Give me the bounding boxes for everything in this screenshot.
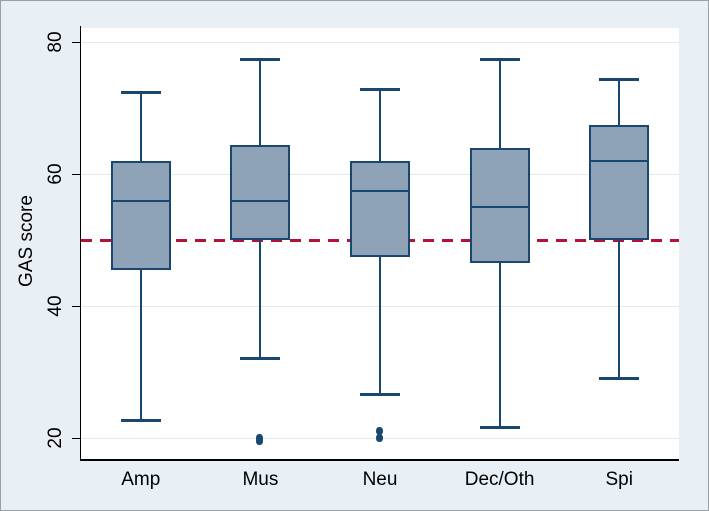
whisker-lower-cap <box>599 376 640 380</box>
median-line <box>350 189 410 192</box>
whisker-lower-cap <box>479 426 520 430</box>
y-tick-label: 60 <box>45 163 66 185</box>
y-axis-title: GAS score <box>16 194 37 287</box>
whisker-upper-line <box>379 88 381 162</box>
y-tick-mark <box>72 437 80 439</box>
whisker-upper-line <box>618 78 621 125</box>
median-line <box>589 160 650 163</box>
whisker-lower-cap <box>240 356 281 360</box>
x-axis-category-label: Mus <box>242 469 279 490</box>
whisker-upper-line <box>139 91 142 162</box>
whisker-lower-line <box>618 240 621 379</box>
whisker-lower-line <box>498 263 501 429</box>
box-iqr <box>230 144 291 241</box>
y-tick-mark <box>72 306 80 308</box>
box-iqr <box>469 147 530 264</box>
median-line <box>110 199 171 202</box>
whisker-upper-line <box>498 58 501 148</box>
whisker-lower-line <box>379 256 381 396</box>
x-axis-category-label: Spi <box>605 469 633 490</box>
outlier-dot <box>376 427 383 436</box>
y-tick-label: 20 <box>45 427 66 449</box>
y-tick-mark <box>72 42 80 44</box>
box-iqr <box>110 161 171 270</box>
whisker-upper-cap <box>240 57 281 61</box>
outlier-dot <box>256 433 264 442</box>
x-axis-category-label: Amp <box>121 469 161 490</box>
whisker-lower-cap <box>360 393 400 397</box>
median-line <box>230 199 291 202</box>
median-line <box>469 206 530 209</box>
whisker-upper-cap <box>599 77 640 81</box>
x-axis-category-label: Dec/Oth <box>464 469 535 490</box>
whisker-upper-cap <box>360 87 400 91</box>
y-tick-label: 80 <box>45 31 66 54</box>
x-axis-category-label: Neu <box>362 469 398 490</box>
y-tick-label: 40 <box>45 295 66 317</box>
whisker-lower-line <box>259 240 262 359</box>
x-axis-line <box>80 459 679 461</box>
whisker-upper-cap <box>479 57 520 61</box>
y-tick-mark <box>72 174 80 176</box>
box-iqr <box>350 161 410 257</box>
whisker-lower-cap <box>120 419 161 423</box>
y-gridline <box>81 42 679 44</box>
whisker-lower-line <box>139 269 142 422</box>
y-axis-line <box>80 26 81 461</box>
whisker-upper-cap <box>120 90 161 94</box>
outlier-dot <box>376 433 383 442</box>
whisker-upper-line <box>259 58 262 145</box>
box-iqr <box>589 124 650 241</box>
